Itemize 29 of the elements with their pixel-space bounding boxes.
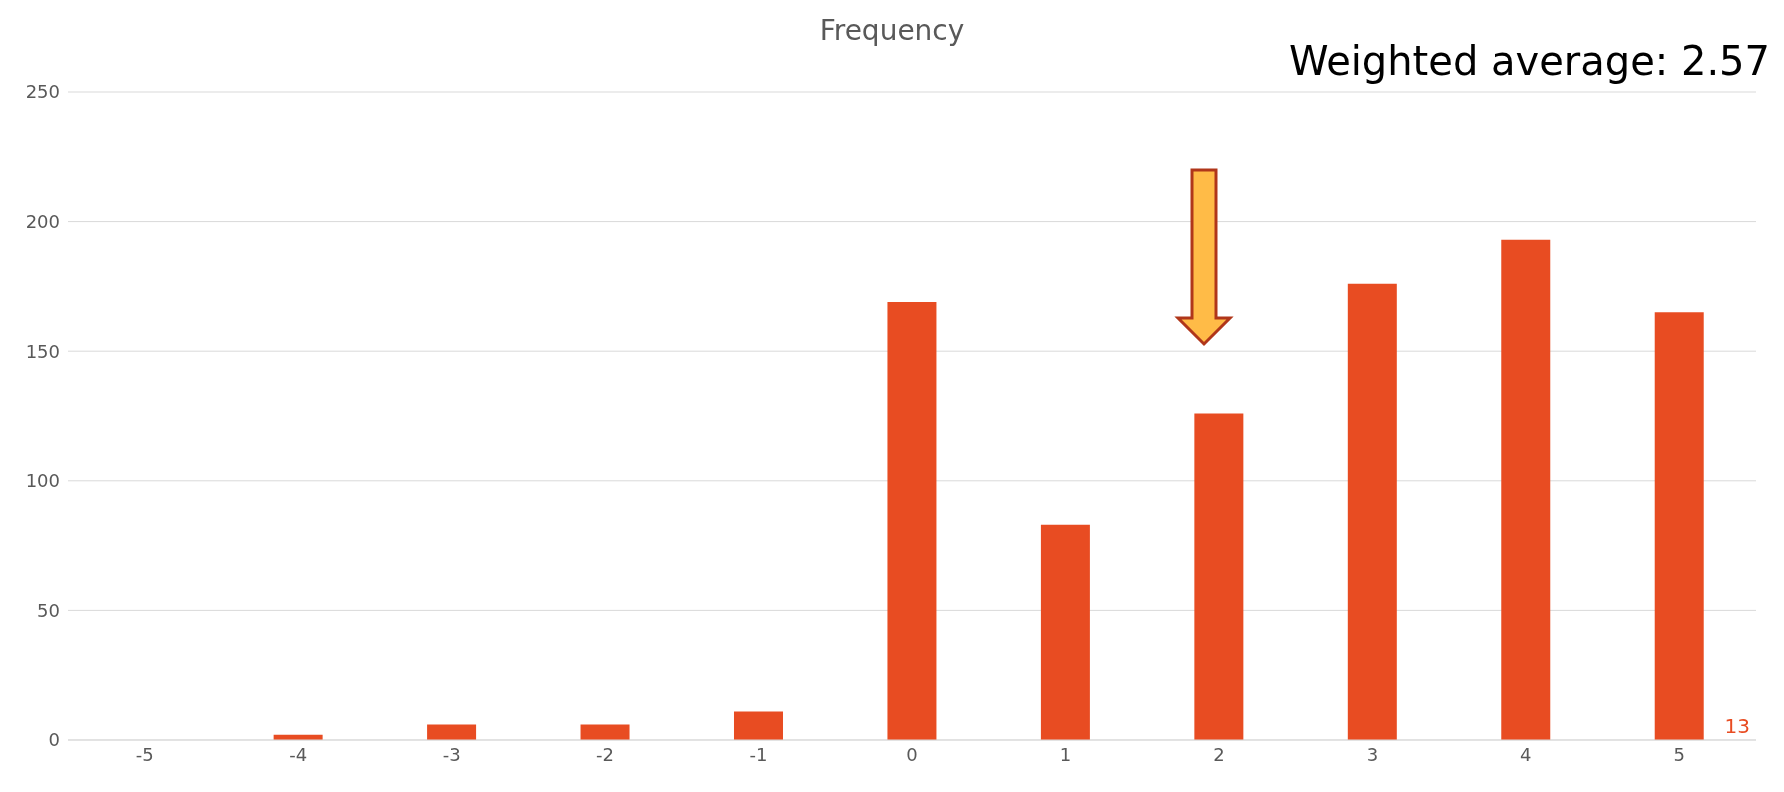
x-tick-label: -5 — [135, 743, 154, 765]
bar — [733, 711, 783, 740]
x-tick-label: 1 — [1059, 743, 1072, 765]
bar — [427, 724, 477, 740]
text: Weighted average: 2.57 — [1288, 38, 1770, 84]
bar — [887, 301, 937, 740]
y-tick-label: 0 — [48, 729, 60, 751]
y-tick-label: 150 — [25, 340, 60, 362]
x-tick-label: 2 — [1213, 743, 1225, 765]
bar — [1194, 413, 1244, 740]
x-tick-label: 0 — [906, 743, 918, 765]
x-tick-label: 4 — [1520, 743, 1532, 765]
y-tick-label: 250 — [25, 81, 60, 103]
chart-title: Frequency — [819, 14, 965, 47]
x-tick-label: -3 — [442, 743, 461, 765]
bar — [1347, 283, 1397, 740]
x-tick-label: 3 — [1366, 743, 1379, 765]
x-tick-label: 5 — [1673, 743, 1685, 765]
x-tick-label: -1 — [749, 743, 768, 765]
x-tick-label: -2 — [596, 743, 615, 765]
y-tick-label: 200 — [25, 210, 60, 232]
y-tick-label: 50 — [37, 599, 60, 621]
bar — [1040, 524, 1090, 740]
y-tick-label: 100 — [25, 470, 60, 492]
bar — [580, 724, 630, 740]
x-tick-label: -4 — [289, 743, 308, 765]
bar — [1501, 239, 1551, 740]
annotation: 13 — [1724, 714, 1750, 738]
bar — [1654, 312, 1704, 740]
